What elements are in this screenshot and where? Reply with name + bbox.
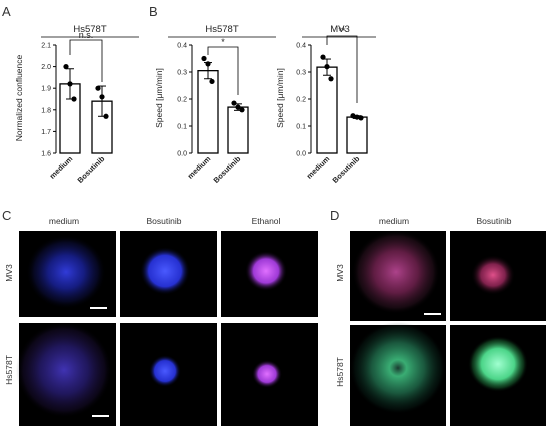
column-header-medium: medium [379,216,409,226]
bar [227,106,249,154]
category-label: Bosutinib [212,154,243,185]
significance-bracket [326,35,358,103]
chart-title: MV3 [330,24,350,35]
y-tick-label: 0.1 [296,124,306,131]
y-tick-label: 0.2 [177,97,187,104]
significance-label: * [221,37,225,47]
micrograph-mv3-ethanol [221,231,318,317]
micrograph-hs578t-medium [350,322,446,426]
data-point [328,76,334,82]
row-label-hs578t: Hs578T [4,355,14,385]
y-tick-label: 2.0 [41,64,51,71]
significance-label: n.s. [79,30,94,40]
y-tick-label: 2.1 [41,43,51,50]
micrograph-mv3-medium [19,231,116,317]
panel-letter-a: A [2,4,11,19]
micrograph-hs578t-ethanol [221,323,318,426]
data-point [71,96,77,102]
row-label-mv3: MV3 [335,264,345,282]
y-axis-label: Normalized confluence [14,55,24,142]
y-tick-label: 0.4 [296,43,306,50]
panel-c: medium Bosutinib Ethanol MV3 Hs578T [4,216,318,426]
micrograph-hs578t-bosutinib [120,323,217,426]
column-header-ethanol: Ethanol [252,216,281,226]
micrograph-mv3-bosutinib [450,231,546,321]
data-point [354,114,360,120]
y-axis-label: Speed [μm/min] [275,68,285,128]
data-point [358,115,364,121]
data-point [103,113,109,119]
significance-bracket [207,46,239,95]
data-point [239,107,245,113]
category-label: medium [305,154,332,181]
y-axis-label: Speed [μm/min] [154,68,164,128]
panel-letter-c: C [2,208,11,223]
micrograph-hs578t-bosutinib [450,325,546,426]
micrograph-hs578t-medium [16,322,116,426]
bar [316,66,338,154]
bar [346,116,368,154]
panel-letter-d: D [330,208,339,223]
row-label-mv3: MV3 [4,264,14,282]
chart-confluence-hs578t: Hs578T 1.6 1.7 1.8 1.9 2.0 2.1 Normalized confl… [14,24,139,185]
row-label-hs578t: Hs578T [335,357,345,387]
significance-label: ** [338,26,346,36]
column-header-bosutinib: Bosutinib [147,216,182,226]
panel-d: medium Bosutinib MV3 Hs578T [335,216,546,426]
data-point [235,104,241,110]
data-point [95,85,101,91]
data-point [209,78,215,85]
y-tick-label: 0.3 [177,70,187,77]
y-tick-label: 0.0 [296,151,306,158]
y-tick-label: 1.6 [41,151,51,158]
category-label: medium [186,154,213,181]
column-header-medium: medium [49,216,79,226]
chart-title: Hs578T [73,24,106,35]
column-header-bosutinib: Bosutinib [477,216,512,226]
category-label: medium [48,154,75,181]
category-label: Bosutinib [331,154,362,185]
y-tick-label: 1.7 [41,129,51,136]
data-point [201,55,207,62]
y-tick-label: 0.0 [177,151,187,158]
data-point [99,94,105,100]
y-tick-label: 0.4 [177,43,187,50]
y-tick-label: 0.3 [296,70,306,77]
y-tick-label: 1.9 [41,86,51,93]
data-point [63,64,69,70]
significance-bracket [69,39,103,82]
chart-speed-mv3: MV3 0.0 0.1 0.2 0.3 0.4 Speed [μm/min] medium Bo… [275,24,376,185]
data-point [67,81,73,87]
category-label: Bosutinib [76,154,107,185]
y-tick-label: 0.1 [177,124,187,131]
data-point [324,64,330,70]
bar [197,70,219,154]
micrograph-mv3-medium [350,230,446,321]
chart-title: Hs578T [205,24,238,35]
y-tick-label: 1.8 [41,107,51,114]
data-point [350,113,356,119]
y-tick-label: 0.2 [296,97,306,104]
panel-letter-b: B [149,4,158,19]
chart-speed-hs578t: Hs578T 0.0 0.1 0.2 0.3 0.4 Speed [μm/min] mediu… [154,24,276,185]
data-point [231,100,237,106]
micrograph-mv3-bosutinib [120,231,217,317]
data-point [205,61,211,67]
data-point [320,54,326,60]
